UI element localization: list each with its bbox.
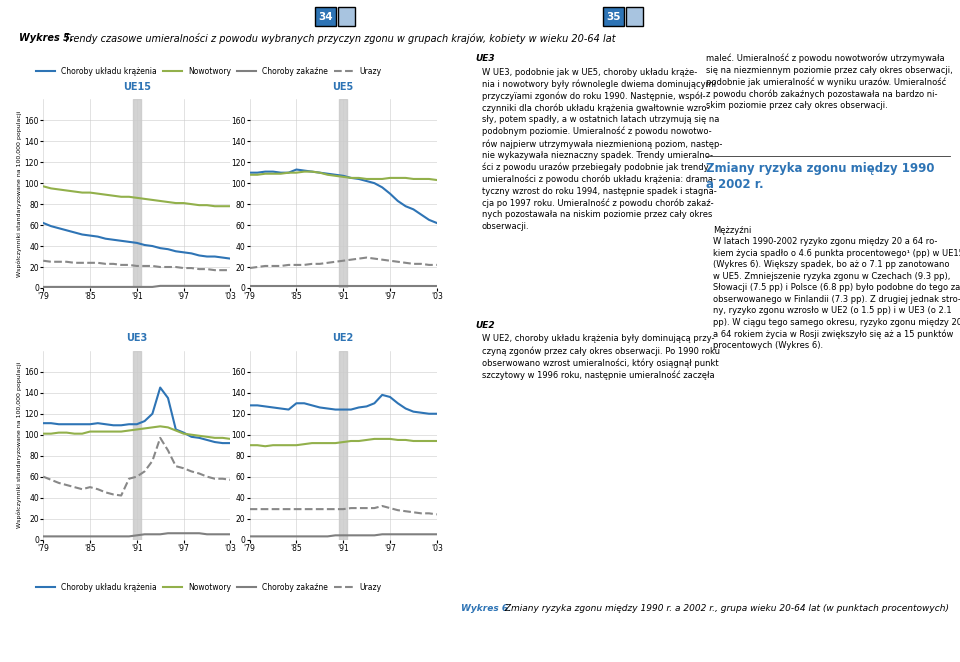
Text: Wykres 5.: Wykres 5. (19, 33, 74, 43)
Text: UE2: UE2 (475, 320, 494, 330)
Text: Zmiany ryzyka zgonu między 1990 r. a 2002 r., grupa wieku 20-64 lat (w punktach : Zmiany ryzyka zgonu między 1990 r. a 200… (502, 604, 949, 614)
Text: UE3: UE3 (475, 54, 494, 63)
Text: UE15: UE15 (123, 81, 151, 92)
Text: Wykres 6.: Wykres 6. (461, 604, 512, 614)
Text: Trendy czasowe umieralności z powodu wybranych przyczyn zgonu w grupach krajów, : Trendy czasowe umieralności z powodu wyb… (61, 33, 615, 44)
Text: 35: 35 (606, 11, 621, 22)
Text: UE5: UE5 (332, 81, 354, 92)
Legend: Choroby układu krążenia, Nowotwory, Choroby zakaźne, Urazy: Choroby układu krążenia, Nowotwory, Chor… (33, 580, 385, 595)
Y-axis label: Współczynniki standaryzowane na 100,000 populacji: Współczynniki standaryzowane na 100,000 … (16, 362, 22, 528)
Bar (339, 351, 348, 540)
Bar (339, 99, 348, 288)
Text: 34: 34 (318, 11, 333, 22)
Bar (132, 351, 141, 540)
Text: W UE3, podobnie jak w UE5, choroby układu krąże-
nia i nowotwory były równolegle: W UE3, podobnie jak w UE5, choroby układ… (482, 68, 722, 231)
Bar (132, 99, 141, 288)
Text: Zmiany ryzyka zgonu między 1990
a 2002 r.: Zmiany ryzyka zgonu między 1990 a 2002 r… (706, 162, 934, 191)
Text: UE3: UE3 (126, 333, 148, 344)
Text: Mężzyźni
W latach 1990-2002 ryzyko zgonu między 20 a 64 ro-
kiem życia spadło o : Mężzyźni W latach 1990-2002 ryzyko zgonu… (713, 226, 960, 350)
Y-axis label: Współczynniki standaryzowane na 100,000 populacji: Współczynniki standaryzowane na 100,000 … (16, 111, 22, 277)
Text: W UE2, choroby układu krążenia były dominującą przy-
czyną zgonów przez cały okr: W UE2, choroby układu krążenia były domi… (482, 334, 720, 380)
Text: maleć. Umieralność z powodu nowotworów utrzymywała
się na niezmiennym poziomie p: maleć. Umieralność z powodu nowotworów u… (706, 54, 952, 111)
Text: UE2: UE2 (332, 333, 354, 344)
Legend: Choroby układu krążenia, Nowotwory, Choroby zakaźne, Urazy: Choroby układu krążenia, Nowotwory, Chor… (33, 64, 385, 79)
